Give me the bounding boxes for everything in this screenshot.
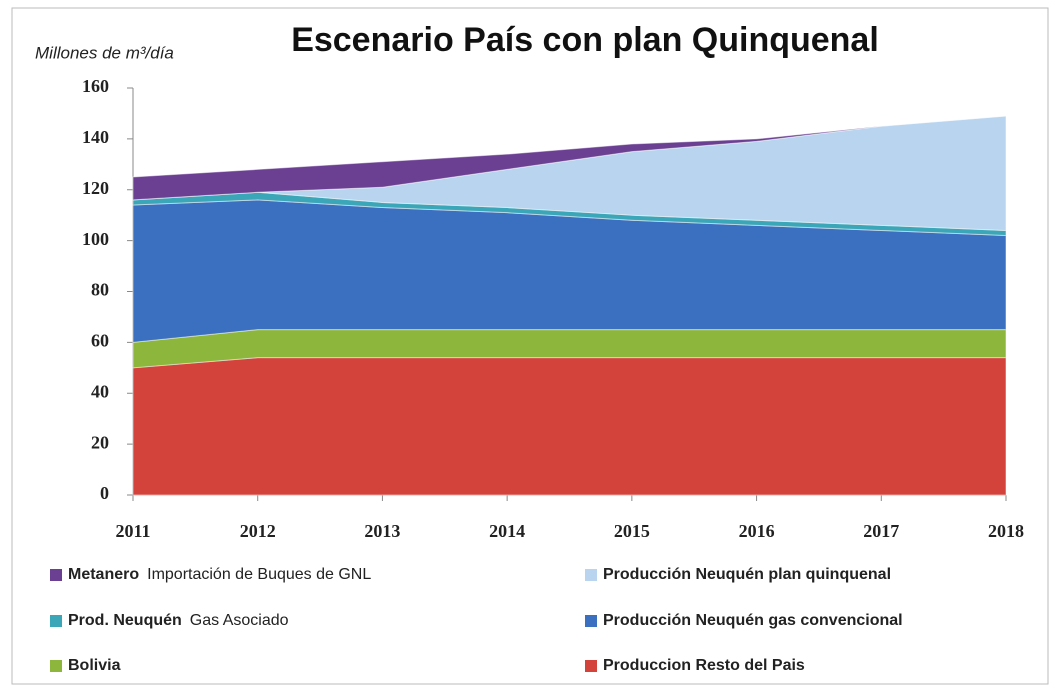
y-tick-label: 160 bbox=[82, 76, 109, 96]
x-tick-label: 2018 bbox=[988, 521, 1024, 541]
area bbox=[132, 115, 1007, 201]
x-tick-label: 2013 bbox=[364, 521, 400, 541]
y-tick-label: 40 bbox=[91, 381, 109, 401]
y-tick-label: 80 bbox=[91, 280, 109, 300]
legend-note: Importación de Buques de GNL bbox=[147, 566, 371, 583]
legend-swatch bbox=[585, 569, 597, 581]
x-tick-label: 2017 bbox=[863, 521, 899, 541]
y-tick-label: 20 bbox=[91, 432, 109, 452]
chart-title: Escenario País con plan Quinquenal bbox=[291, 21, 879, 59]
legend-label: Prod. Neuquén bbox=[68, 612, 182, 629]
legend-label: Produccion Resto del Pais bbox=[603, 657, 805, 674]
y-tick-label: 120 bbox=[82, 178, 109, 198]
legend-note: Gas Asociado bbox=[190, 612, 289, 629]
x-tick-label: 2015 bbox=[614, 521, 650, 541]
y-tick-label: 60 bbox=[91, 331, 109, 351]
area bbox=[132, 357, 1007, 496]
x-tick-label: 2014 bbox=[489, 521, 525, 541]
legend-label: Producción Neuquén plan quinquenal bbox=[603, 566, 891, 583]
legend-swatch bbox=[585, 615, 597, 627]
legend-label: Bolivia bbox=[68, 657, 121, 674]
legend-label: Metanero bbox=[68, 566, 139, 583]
legend-swatch bbox=[50, 615, 62, 627]
legend-swatch bbox=[585, 660, 597, 672]
x-tick-label: 2011 bbox=[115, 521, 150, 541]
legend-swatch bbox=[50, 569, 62, 581]
x-tick-label: 2012 bbox=[240, 521, 276, 541]
legend-label: Producción Neuquén gas convencional bbox=[603, 612, 903, 629]
y-tick-label: 140 bbox=[82, 127, 109, 147]
x-tick-label: 2016 bbox=[739, 521, 775, 541]
y-axis-label: Millones de m³/día bbox=[35, 43, 174, 62]
y-tick-label: 0 bbox=[100, 483, 109, 503]
legend-swatch bbox=[50, 660, 62, 672]
y-tick-label: 100 bbox=[82, 229, 109, 249]
